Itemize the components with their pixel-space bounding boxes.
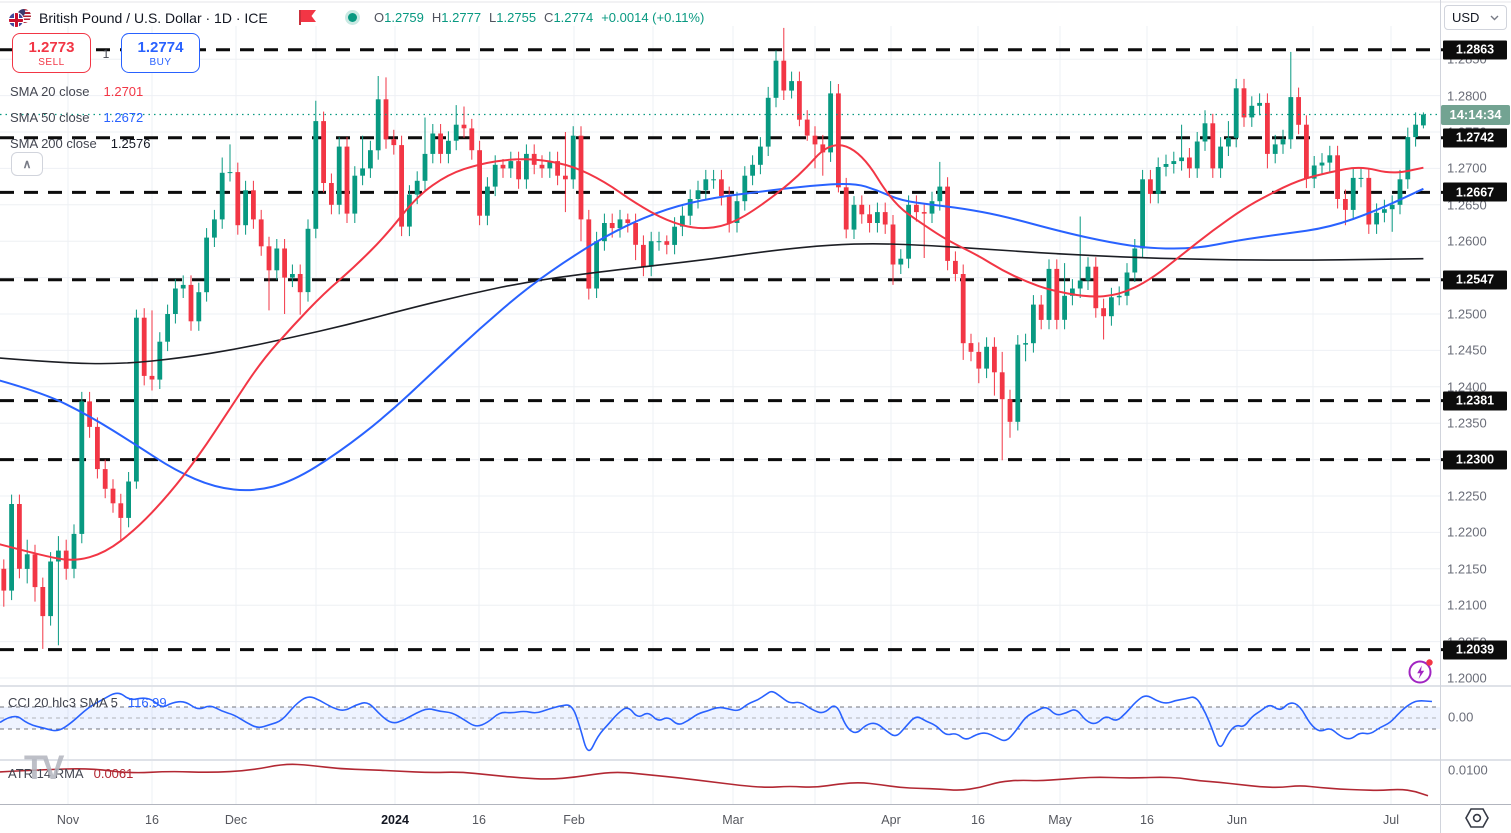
time-tick-label: 16 <box>1140 813 1154 827</box>
symbol-header: British Pound / U.S. Dollar · 1D · ICE <box>8 7 268 29</box>
indicator-legend: SMA 20 close 1.2701 SMA 50 close 1.2672 … <box>10 78 150 156</box>
support-resistance-lines <box>0 48 1447 652</box>
price-tick-label: 1.2500 <box>1447 306 1487 322</box>
atr-value: 0.0061 <box>93 766 134 781</box>
buy-label: BUY <box>149 56 172 68</box>
currency-pair-flags-icon <box>8 8 32 28</box>
time-tick-label: 16 <box>145 813 159 827</box>
sell-label: SELL <box>38 56 65 68</box>
price-level-chip: 1.2667 <box>1443 182 1507 202</box>
market-open-status-icon[interactable] <box>348 13 357 22</box>
price-tick-label: 1.2450 <box>1447 342 1487 358</box>
time-tick-label: 16 <box>472 813 486 827</box>
buy-price: 1.2774 <box>137 38 184 56</box>
cci-legend[interactable]: CCI 20 hlc3 SMA 5 116.99 <box>8 695 167 710</box>
cci-title: CCI 20 hlc3 SMA 5 <box>8 695 118 710</box>
symbol-title[interactable]: British Pound / U.S. Dollar · 1D · ICE <box>39 10 268 26</box>
bar-countdown-chip: 14:14:34 <box>1441 104 1510 125</box>
sma200-value: 1.2576 <box>110 135 151 151</box>
ohlc-item: L1.2755 <box>489 10 537 25</box>
time-tick-label: Dec <box>224 813 248 827</box>
price-tick-label: 1.2800 <box>1447 88 1487 104</box>
chevron-down-icon <box>1490 15 1499 20</box>
price-level-chip: 1.2547 <box>1443 270 1507 290</box>
time-tick-label: Mar <box>722 813 744 827</box>
time-tick-label: Apr <box>881 813 901 827</box>
time-tick-label: Jul <box>1383 813 1399 827</box>
buy-button[interactable]: 1.2774 BUY <box>121 33 200 73</box>
price-tick-label: 1.2700 <box>1447 160 1487 176</box>
time-tick-label: Nov <box>56 813 80 827</box>
collapse-legend-button[interactable]: ∧ <box>11 152 43 176</box>
ohlc-item: H1.2777 <box>431 10 482 25</box>
sma20-line <box>0 144 1424 561</box>
sell-price: 1.2773 <box>28 38 75 56</box>
sma20-value: 1.2701 <box>103 83 144 99</box>
price-tick-label: 1.2400 <box>1447 379 1487 395</box>
cci-value: 116.99 <box>127 695 167 710</box>
price-tick-label: 1.2000 <box>1447 670 1487 686</box>
time-tick-label: Feb <box>563 813 585 827</box>
price-level-chip: 1.2863 <box>1443 40 1507 60</box>
legend-row-sma50[interactable]: SMA 50 close 1.2672 <box>10 104 150 130</box>
uk-flag-icon <box>8 12 24 28</box>
time-tick-label: 2024 <box>381 813 409 827</box>
flagged-symbol-icon[interactable] <box>299 9 317 25</box>
atr-title: ATR 14 RMA <box>8 766 84 781</box>
cci-axis-tick: 0.00 <box>1448 709 1474 725</box>
ohlc-item: O1.2759 <box>374 10 424 25</box>
atr-legend[interactable]: ATR 14 RMA 0.0061 <box>8 766 133 781</box>
sma200-name: SMA 200 close <box>10 135 97 151</box>
axis-settings-hexagon-icon[interactable] <box>1462 806 1492 830</box>
legend-row-sma200[interactable]: SMA 200 close 1.2576 <box>10 130 150 156</box>
price-level-chip: 1.2039 <box>1443 640 1507 660</box>
cci-line <box>0 690 1433 752</box>
price-level-chip: 1.2381 <box>1443 391 1507 411</box>
price-tick-label: 1.2100 <box>1447 597 1487 613</box>
currency-unit-label: USD <box>1452 10 1480 25</box>
sell-button[interactable]: 1.2773 SELL <box>12 33 91 73</box>
price-level-chip: 1.2300 <box>1443 450 1507 470</box>
price-tick-label: 1.2600 <box>1447 233 1487 249</box>
sma50-line <box>0 183 1424 492</box>
price-tick-label: 1.2250 <box>1447 488 1487 504</box>
sma50-value: 1.2672 <box>103 109 144 125</box>
spread-value: 1 <box>102 47 110 61</box>
change-readout: +0.0014 (+0.11%) <box>601 10 705 25</box>
currency-unit-button[interactable]: USD <box>1444 5 1507 30</box>
price-tick-label: 1.2150 <box>1447 561 1487 577</box>
time-tick-label: May <box>1048 813 1072 827</box>
ohlc-item: C1.2774 <box>544 10 594 25</box>
grid <box>0 26 1440 804</box>
candlestick-series <box>1 27 1426 649</box>
sma50-name: SMA 50 close <box>10 109 90 125</box>
atr-axis-tick: 0.0100 <box>1448 762 1488 778</box>
price-tick-label: 1.2200 <box>1447 524 1487 540</box>
price-level-chip: 1.2742 <box>1443 128 1507 148</box>
price-tick-label: 1.2350 <box>1447 415 1487 431</box>
ohlc-readout: O1.2759 H1.2777 L1.2755 C1.2774 +0.0014 (+0.… <box>374 10 704 25</box>
tradingview-watermark: TV <box>24 749 64 787</box>
sma200-line <box>0 243 1424 365</box>
atr-line <box>0 763 1429 797</box>
time-tick-label: Jun <box>1226 813 1248 827</box>
boost-lightning-icon[interactable] <box>1406 656 1436 686</box>
sma20-name: SMA 20 close <box>10 83 90 99</box>
legend-row-sma20[interactable]: SMA 20 close 1.2701 <box>10 78 150 104</box>
time-tick-label: 16 <box>971 813 985 827</box>
